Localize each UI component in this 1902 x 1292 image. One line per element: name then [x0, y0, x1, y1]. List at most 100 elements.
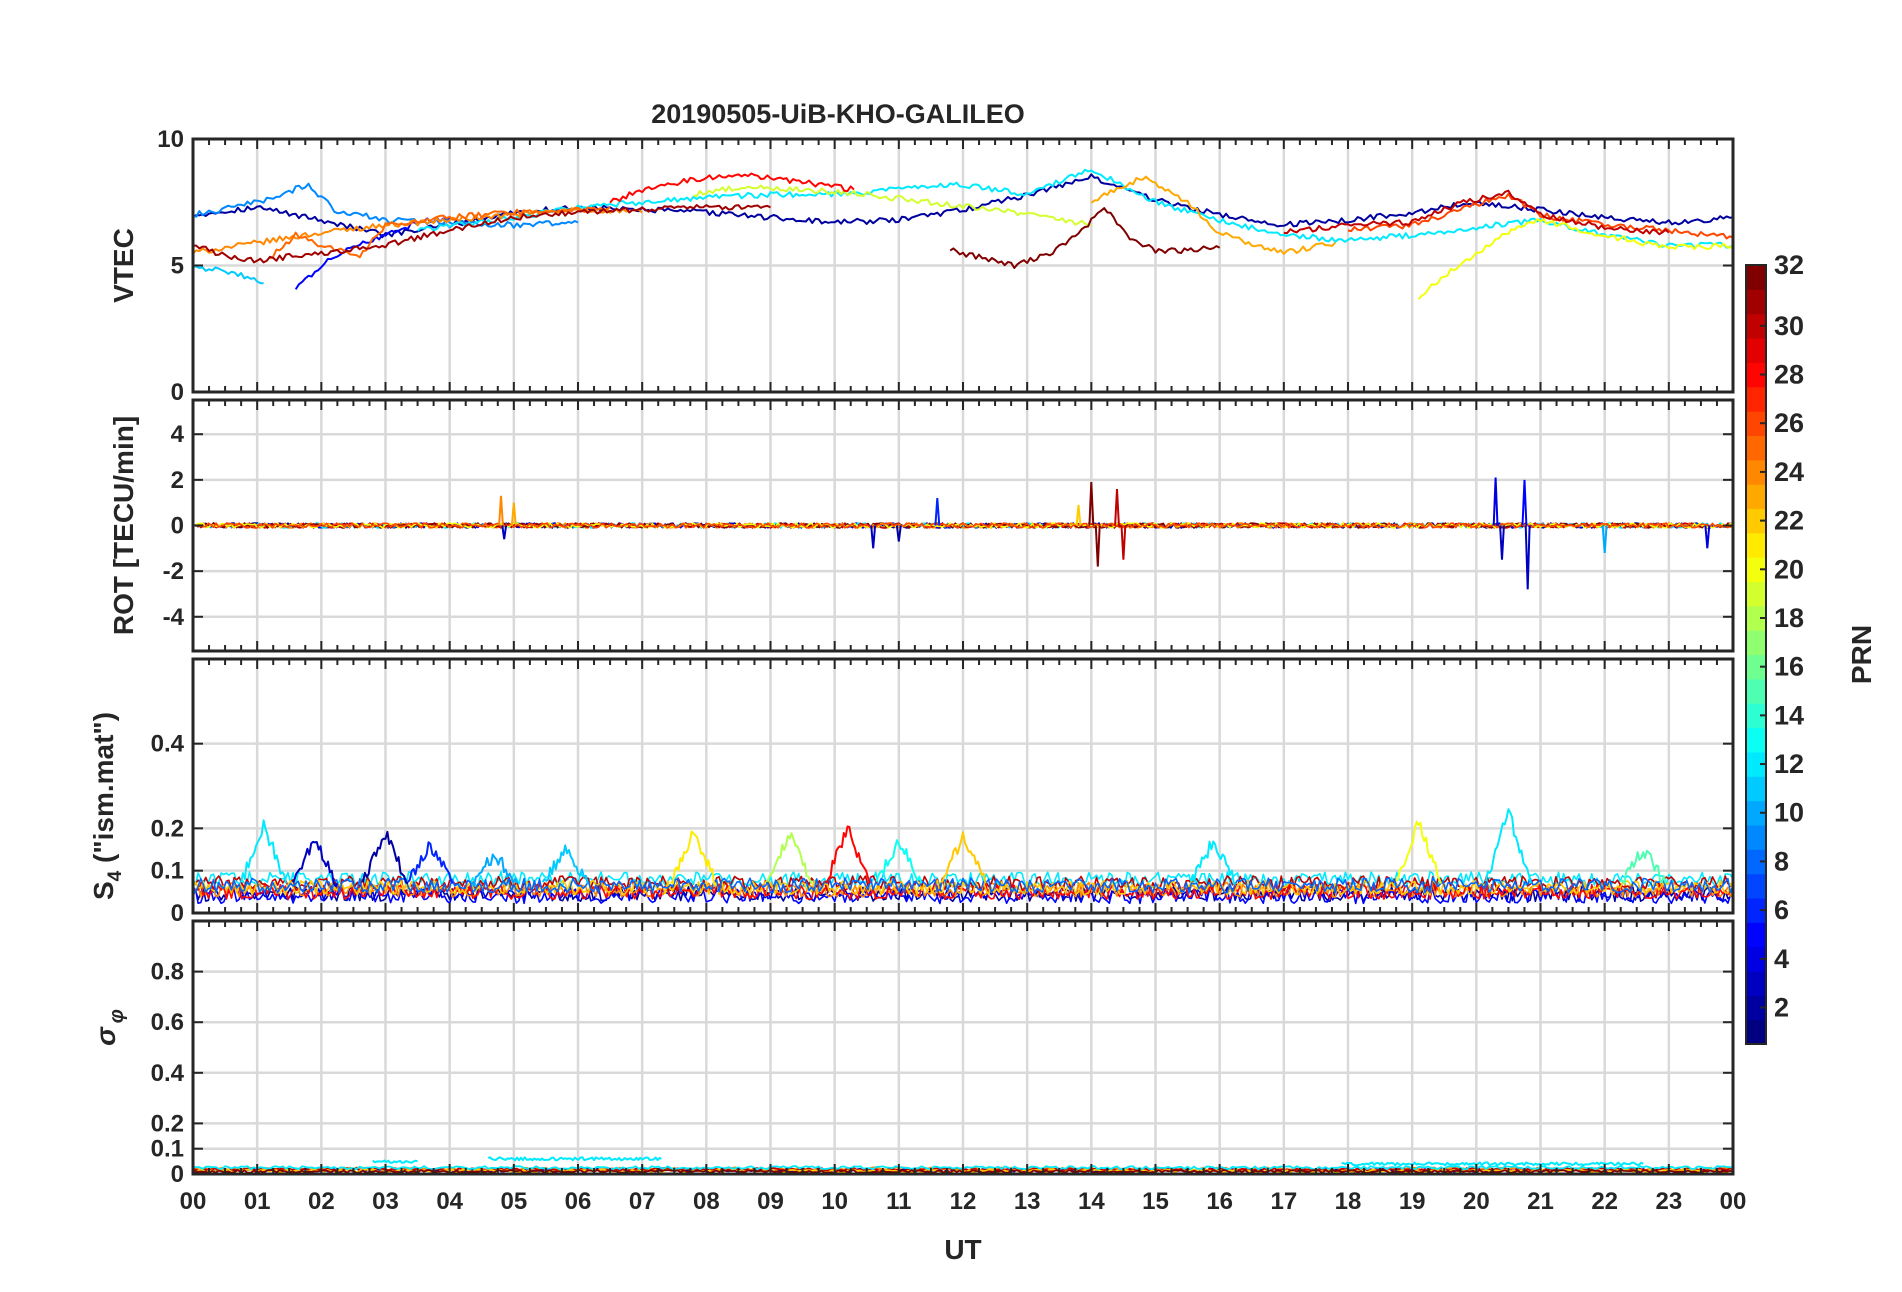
- s4-peak-prn-20: [1395, 820, 1442, 884]
- colorbar-frame: [1745, 264, 1767, 1045]
- s4-peak-prn-11: [541, 844, 589, 884]
- y-axis-title: σφ: [90, 1009, 128, 1046]
- colorbar-segment: [1746, 581, 1766, 607]
- y-axis-title: S4 ("ism.mat"): [88, 712, 126, 900]
- colorbar-segment: [1746, 897, 1766, 923]
- colorbar-tick-label: 22: [1774, 506, 1804, 536]
- y-tick-label: 0.1: [151, 858, 184, 885]
- colorbar-segment: [1746, 508, 1766, 534]
- colorbar-tick-label: 26: [1774, 408, 1804, 438]
- x-tick-label: 23: [1655, 1188, 1682, 1215]
- colorbar-segment: [1746, 630, 1766, 656]
- colorbar-segment: [1746, 411, 1766, 436]
- x-tick-label: 15: [1142, 1188, 1169, 1215]
- colorbar-tick-label: 28: [1774, 360, 1804, 390]
- panel-s4: 0 0.1 0.2 0.4 S4 ("ism.mat"): [88, 657, 1735, 927]
- rot-spike-prn-32: [1088, 482, 1095, 526]
- rot-series-prn-26: [193, 522, 1733, 529]
- s4-peak-prn-12: [1189, 840, 1236, 885]
- vtec-series-prn-30: [1283, 189, 1670, 236]
- colorbar-segment: [1746, 654, 1766, 680]
- y-tick-label: 0.2: [151, 1110, 184, 1137]
- colorbar-segment: [1746, 824, 1766, 850]
- x-tick-label: 22: [1591, 1188, 1618, 1215]
- colorbar-segment: [1746, 265, 1766, 290]
- rot-spike-prn-24: [498, 495, 504, 526]
- sigma-band-prn-12: [1341, 1161, 1644, 1167]
- s4-series-prn-28: [193, 883, 1733, 900]
- s4-peak-prn-12: [240, 819, 287, 884]
- s4-peak-prn-10: [471, 853, 518, 888]
- x-axis-title: UT: [944, 1234, 981, 1265]
- x-tick-label: 20: [1463, 1188, 1490, 1215]
- vtec-series-prn-12: [416, 168, 1733, 249]
- x-tick-label: 21: [1527, 1188, 1554, 1215]
- colorbar-segment: [1746, 727, 1766, 753]
- s4-peak-prn-12: [1485, 808, 1532, 884]
- x-tick-label: 16: [1206, 1188, 1233, 1215]
- y-tick-label: -4: [163, 604, 185, 631]
- colorbar-segment: [1746, 970, 1766, 996]
- colorbar-segment: [1746, 313, 1766, 339]
- rot-spike-prn-10: [1601, 525, 1608, 553]
- y-tick-label: 0.8: [151, 959, 184, 986]
- colorbar-title: PRN: [1846, 625, 1877, 684]
- rot-spike-prn-22: [1075, 504, 1082, 526]
- rot-spike-prn-2: [895, 525, 902, 542]
- colorbar-segment: [1746, 922, 1766, 948]
- rot-spike-prn-4: [1704, 525, 1711, 549]
- colorbar-tick-label: 14: [1774, 700, 1804, 730]
- x-tick-label: 03: [372, 1188, 399, 1215]
- colorbar-segment: [1746, 386, 1766, 412]
- y-tick-label: -2: [163, 558, 184, 585]
- panel-vtec: 0 5 10 VTEC: [108, 126, 1735, 406]
- colorbar-tick-label: 24: [1774, 457, 1804, 487]
- colorbar-tick-label: 2: [1774, 992, 1789, 1022]
- rot-spike-prn-23: [510, 502, 517, 526]
- colorbar-segment: [1746, 751, 1766, 777]
- rot-spike-prn-3: [870, 525, 877, 549]
- y-tick-label: 0.4: [151, 1060, 185, 1087]
- rot-spike-prn-30: [1114, 488, 1120, 526]
- y-tick-label: 0: [171, 900, 184, 927]
- colorbar-segment: [1746, 484, 1766, 510]
- y-tick-label: 0.4: [151, 731, 185, 758]
- y-tick-label: 0.6: [151, 1009, 184, 1036]
- rot-spike-prn-5: [1521, 479, 1528, 526]
- colorbar-tick-label: 16: [1774, 652, 1804, 682]
- y-tick-label: 4: [171, 421, 185, 448]
- x-tick-label: 04: [436, 1188, 463, 1215]
- colorbar-tick-label: 32: [1774, 250, 1804, 280]
- sigma-band-prn-12: [487, 1156, 662, 1162]
- colorbar-segment: [1746, 459, 1766, 485]
- x-tick-label: 18: [1335, 1188, 1362, 1215]
- y-tick-label: 0.1: [151, 1136, 184, 1163]
- s4-peak-prn-6: [407, 841, 454, 885]
- series-group: [193, 808, 1733, 905]
- x-tick-label: 00: [1720, 1188, 1747, 1215]
- x-tick-label: 19: [1399, 1188, 1426, 1215]
- colorbar-segment: [1746, 435, 1766, 461]
- vtec-series-prn-31: [193, 204, 771, 264]
- s4-peak-prn-15: [1620, 849, 1667, 885]
- y-tick-label: 10: [157, 126, 184, 153]
- colorbar-segment: [1746, 289, 1766, 315]
- x-tick-label: 00: [180, 1188, 207, 1215]
- vtec-series-prn-23: [1090, 175, 1336, 255]
- colorbar-tick-label: 12: [1774, 749, 1804, 779]
- vtec-series-prn-26: [1347, 192, 1733, 240]
- rot-spike-prn-30: [1120, 525, 1127, 560]
- panel-sigma: 00.10.2 0.4 0.6 0.8 σφ 00 01 02 03 04 05 06 07 08 09 10…: [90, 919, 1747, 1215]
- colorbar-segment: [1746, 776, 1766, 802]
- y-tick-label: 2: [171, 467, 184, 494]
- vtec-series-prn-19: [693, 184, 1092, 226]
- rot-spike-prn-4: [1492, 477, 1499, 526]
- colorbar-segment: [1746, 995, 1766, 1021]
- x-tick-label: 07: [629, 1188, 656, 1215]
- colorbar-segment: [1746, 703, 1766, 729]
- colorbar-segment: [1746, 678, 1766, 704]
- colorbar-segment: [1746, 946, 1766, 972]
- x-tick-label: 08: [693, 1188, 720, 1215]
